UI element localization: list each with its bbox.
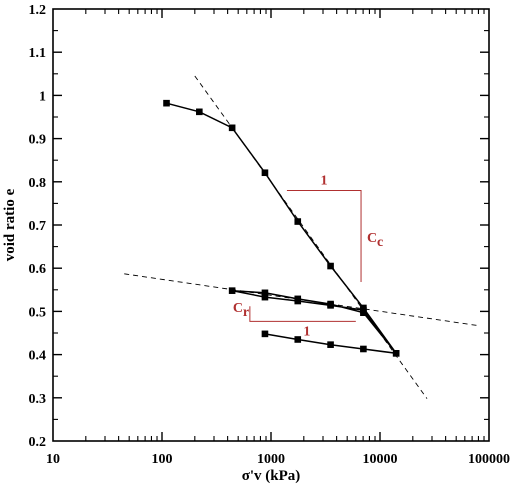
y-tick-label: 1 <box>39 89 46 104</box>
data-point <box>327 262 334 270</box>
x-tick-label: 1000 <box>257 452 285 467</box>
y-tick-label: 0.4 <box>29 349 47 364</box>
y-tick-label: 0.7 <box>29 219 47 234</box>
data-point <box>327 302 334 309</box>
cc-label: C <box>367 231 377 246</box>
cc-slope-triangle <box>286 189 362 283</box>
cc-run-label: 1 <box>320 173 327 188</box>
y-tick-label: 0.2 <box>29 435 47 450</box>
axes-layer: 10 100 1000 10000 100000 0.2 0.3 0.4 0.5 0.6 0.7 0.… <box>29 3 511 467</box>
y-tick-label: 0.5 <box>29 305 47 320</box>
y-tick-label: 0.8 <box>29 176 47 191</box>
y-tick-label: 1.1 <box>29 46 47 61</box>
y-tick-label: 0.3 <box>29 392 47 407</box>
cr-run-label: 1 <box>303 324 310 339</box>
series-line <box>166 102 398 355</box>
y-tick-label: 0.9 <box>29 133 47 148</box>
data-point <box>261 169 269 177</box>
data-point <box>228 287 236 294</box>
reference-lines <box>124 75 479 399</box>
data-point <box>392 350 400 357</box>
data-point <box>261 289 269 297</box>
data-point <box>294 218 302 225</box>
y-tick-label: 0.6 <box>29 262 47 277</box>
reference-line <box>194 75 428 399</box>
x-tick-label: 10 <box>46 452 60 467</box>
data-point <box>360 306 367 314</box>
data-point <box>228 124 236 132</box>
data-point <box>294 297 302 305</box>
x-tick-label: 10000 <box>363 452 398 467</box>
y-axis-title: void ratio e <box>2 188 18 261</box>
data-point <box>163 99 170 107</box>
y-tick-label: 1.2 <box>29 3 47 18</box>
reference-line <box>124 273 479 327</box>
cr-slope-triangle <box>249 306 356 322</box>
cr-label: C <box>233 301 243 316</box>
data-point <box>196 108 203 116</box>
annotations: 1 C c 1 C r <box>233 173 383 339</box>
x-axis-title: σ'v (kPa) <box>242 468 301 484</box>
series-layer <box>163 99 400 357</box>
data-point <box>360 345 367 353</box>
x-tick-label: 100000 <box>468 452 510 467</box>
data-point <box>327 341 334 348</box>
data-point <box>261 330 269 338</box>
data-point <box>261 293 269 301</box>
plot-frame <box>52 8 490 442</box>
x-tick-label: 100 <box>152 452 173 467</box>
cr-subscript: r <box>243 305 249 320</box>
cc-subscript: c <box>377 235 383 250</box>
data-point <box>294 336 302 343</box>
